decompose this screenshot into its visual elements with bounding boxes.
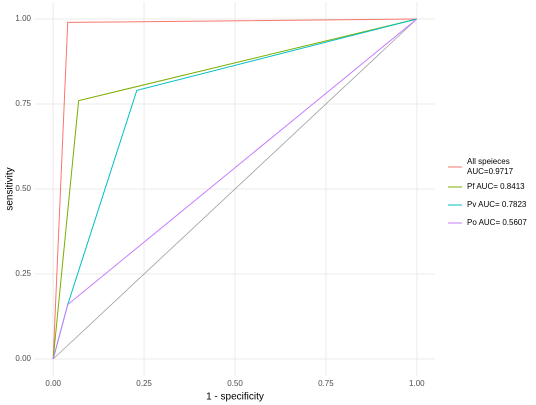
roc-line [52, 18, 417, 360]
legend-label: Pv AUC= 0.7823 [467, 200, 527, 209]
x-tick-label: 0.00 [45, 379, 61, 388]
x-tick-label: 0.50 [227, 379, 243, 388]
y-tick-label: 0.75 [15, 99, 31, 108]
reference-diagonal [52, 18, 418, 360]
legend-label: Pf AUC= 0.8413 [467, 182, 525, 191]
x-axis-title: 1 - specificity [206, 392, 264, 403]
y-tick-label: 1.00 [15, 14, 31, 23]
roc-line [52, 18, 417, 360]
y-axis-title: sensitivity [5, 167, 16, 210]
x-tick-label: 1.00 [409, 379, 425, 388]
y-tick-label: 0.25 [15, 269, 31, 278]
y-tick-label: 0.50 [15, 184, 31, 193]
legend-label: Po AUC= 0.5607 [467, 218, 527, 227]
x-tick-label: 0.75 [318, 379, 334, 388]
legend-label: All speieces AUC=0.9717 [467, 157, 514, 176]
roc-line [52, 18, 418, 360]
y-tick-label: 0.00 [15, 354, 31, 363]
x-tick-label: 0.25 [136, 379, 152, 388]
